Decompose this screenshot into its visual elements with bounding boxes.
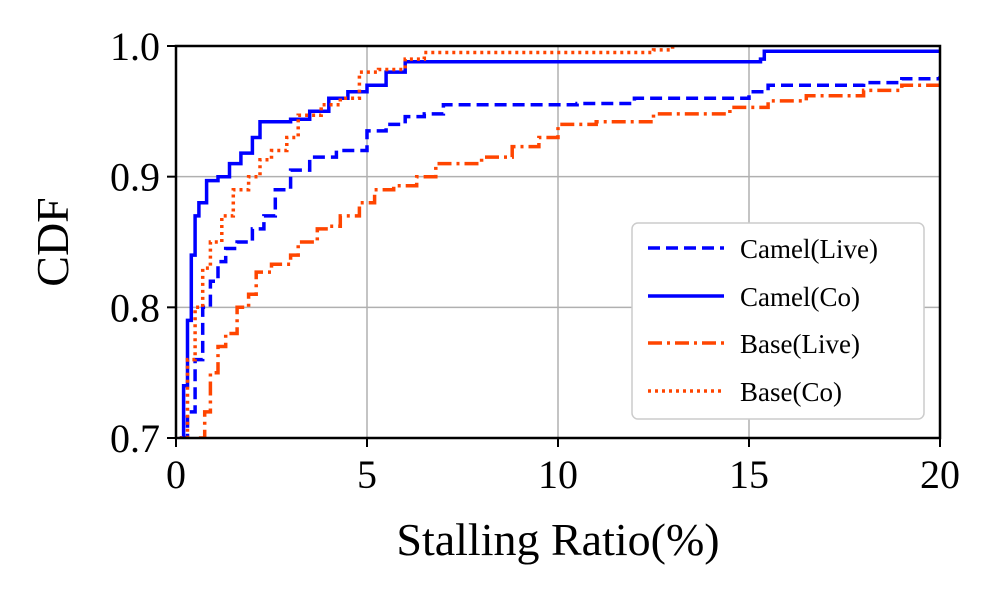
- x-tick-label: 10: [538, 452, 578, 497]
- legend-label-camel-co: Camel(Co): [740, 282, 860, 312]
- legend: Camel(Live) Camel(Co) Base(Live) Base(Co…: [631, 222, 925, 420]
- y-axis-title: CDF: [27, 197, 78, 286]
- series-lines: [179, 46, 940, 438]
- y-tick-label: 0.9: [110, 155, 160, 200]
- legend-label-base-live: Base(Live): [740, 329, 860, 359]
- legend-box: [631, 222, 925, 420]
- x-axis-title: Stalling Ratio(%): [396, 514, 719, 565]
- series-line-camel-live: [179, 76, 940, 438]
- x-tick-label: 5: [357, 452, 377, 497]
- y-tick-label: 0.8: [110, 285, 160, 330]
- x-tick-label: 0: [166, 452, 186, 497]
- y-tick-label: 1.0: [110, 24, 160, 69]
- axis-ticks: 0 5 10 15 20 0.7 0.8 0.9 1.0: [110, 24, 960, 497]
- series-line-camel-co: [179, 49, 940, 438]
- y-tick-label: 0.7: [110, 416, 160, 461]
- series-line-base-co: [179, 46, 675, 438]
- legend-label-camel-live: Camel(Live): [740, 234, 878, 264]
- x-tick-label: 15: [729, 452, 769, 497]
- x-tick-label: 20: [920, 452, 960, 497]
- series-line-base-live: [198, 80, 940, 438]
- legend-label-base-co: Base(Co): [740, 377, 842, 407]
